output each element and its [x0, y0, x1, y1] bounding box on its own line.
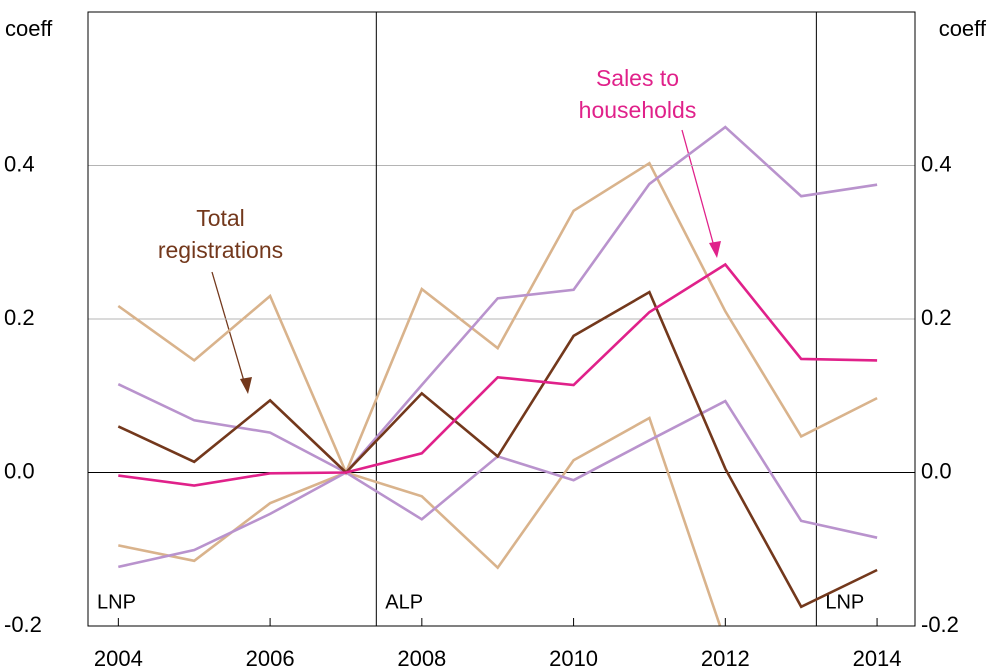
- y-axis-label: coeff: [5, 16, 53, 41]
- y2-axis-label: coeff: [939, 16, 987, 41]
- series-line: [117, 161, 878, 476]
- period-label: ALP: [385, 591, 423, 613]
- annotation-total-registrations: Total registrations: [157, 205, 284, 263]
- x-tick-label: 2004: [94, 646, 143, 671]
- period-label: LNP: [825, 591, 864, 613]
- y-tick-label: 0.2: [4, 305, 35, 330]
- y2-tick-label: 0.4: [921, 151, 952, 176]
- y-tick-label: 0.0: [4, 458, 35, 483]
- series-group: [117, 125, 878, 626]
- annotation-sales-to-households: Sales to households: [578, 65, 697, 123]
- period-label: LNP: [97, 591, 136, 613]
- y-tick-label: 0.4: [4, 151, 35, 176]
- x-tick-label: 2006: [246, 646, 295, 671]
- x-tick-label: 2008: [397, 646, 446, 671]
- plot-frame: [87, 11, 916, 627]
- series-line: [118, 262, 878, 487]
- x-tick-label: 2010: [549, 646, 598, 671]
- series-line: [117, 125, 878, 475]
- series-line: [117, 290, 878, 609]
- x-tick-label: 2014: [853, 646, 902, 671]
- y2-tick-label: -0.2: [921, 612, 959, 637]
- x-tick-label: 2012: [701, 646, 750, 671]
- y2-tick-label: 0.2: [921, 305, 952, 330]
- series-line: [118, 416, 722, 626]
- y-tick-label: -0.2: [4, 612, 42, 637]
- y2-tick-label: 0.0: [921, 458, 952, 483]
